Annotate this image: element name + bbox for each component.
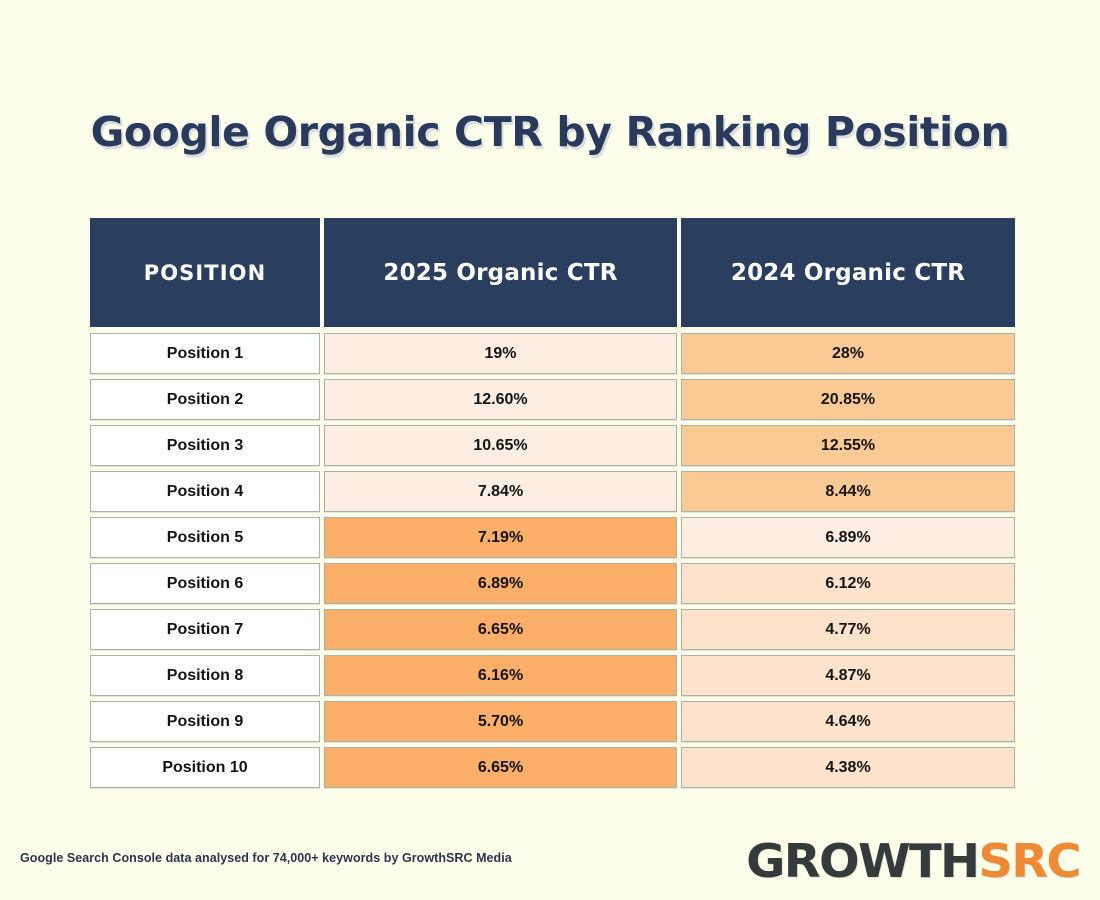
- cell-ctr-2025: 10.65%: [324, 425, 677, 466]
- cell-ctr-2024: 4.38%: [681, 747, 1015, 788]
- cell-ctr-2025: 6.65%: [324, 747, 677, 788]
- table-row: Position 3 10.65% 12.55%: [90, 425, 1015, 466]
- column-header-position: POSITION: [90, 218, 320, 327]
- growthsrc-logo: GROWTHSRC: [746, 838, 1081, 884]
- column-header-ctr-2025: 2025 Organic CTR: [324, 218, 677, 327]
- cell-ctr-2024: 4.64%: [681, 701, 1015, 742]
- cell-ctr-2025: 7.19%: [324, 517, 677, 558]
- cell-position: Position 10: [90, 747, 320, 788]
- cell-ctr-2024: 4.77%: [681, 609, 1015, 650]
- column-header-ctr-2024: 2024 Organic CTR: [681, 218, 1015, 327]
- cell-ctr-2025: 12.60%: [324, 379, 677, 420]
- cell-position: Position 8: [90, 655, 320, 696]
- cell-ctr-2024: 8.44%: [681, 471, 1015, 512]
- table-row: Position 5 7.19% 6.89%: [90, 517, 1015, 558]
- table-header-row: POSITION 2025 Organic CTR 2024 Organic C…: [90, 218, 1015, 327]
- table-row: Position 8 6.16% 4.87%: [90, 655, 1015, 696]
- table-body: Position 1 19% 28% Position 2 12.60% 20.85% Po…: [90, 333, 1015, 788]
- cell-position: Position 1: [90, 333, 320, 374]
- cell-position: Position 2: [90, 379, 320, 420]
- cell-position: Position 7: [90, 609, 320, 650]
- page-title: Google Organic CTR by Ranking Position: [90, 108, 1010, 156]
- cell-position: Position 6: [90, 563, 320, 604]
- cell-ctr-2025: 6.89%: [324, 563, 677, 604]
- table-row: Position 4 7.84% 8.44%: [90, 471, 1015, 512]
- table-row: Position 10 6.65% 4.38%: [90, 747, 1015, 788]
- logo-src-text: SRC: [978, 834, 1082, 888]
- table-row: Position 7 6.65% 4.77%: [90, 609, 1015, 650]
- table-row: Position 6 6.89% 6.12%: [90, 563, 1015, 604]
- cell-position: Position 9: [90, 701, 320, 742]
- cell-ctr-2025: 6.65%: [324, 609, 677, 650]
- cell-ctr-2024: 4.87%: [681, 655, 1015, 696]
- cell-ctr-2025: 19%: [324, 333, 677, 374]
- table-row: Position 9 5.70% 4.64%: [90, 701, 1015, 742]
- cell-position: Position 4: [90, 471, 320, 512]
- cell-ctr-2024: 12.55%: [681, 425, 1015, 466]
- table-row: Position 1 19% 28%: [90, 333, 1015, 374]
- cell-ctr-2024: 6.89%: [681, 517, 1015, 558]
- cell-ctr-2025: 7.84%: [324, 471, 677, 512]
- ctr-table: POSITION 2025 Organic CTR 2024 Organic C…: [90, 218, 1015, 793]
- cell-ctr-2024: 28%: [681, 333, 1015, 374]
- cell-ctr-2025: 5.70%: [324, 701, 677, 742]
- footnote-text: Google Search Console data analysed for …: [20, 851, 512, 865]
- logo-growth-text: GROWTH: [746, 834, 980, 888]
- cell-ctr-2025: 6.16%: [324, 655, 677, 696]
- cell-ctr-2024: 6.12%: [681, 563, 1015, 604]
- cell-position: Position 3: [90, 425, 320, 466]
- title-container: Google Organic CTR by Ranking Position: [0, 108, 1100, 156]
- cell-position: Position 5: [90, 517, 320, 558]
- table-row: Position 2 12.60% 20.85%: [90, 379, 1015, 420]
- cell-ctr-2024: 20.85%: [681, 379, 1015, 420]
